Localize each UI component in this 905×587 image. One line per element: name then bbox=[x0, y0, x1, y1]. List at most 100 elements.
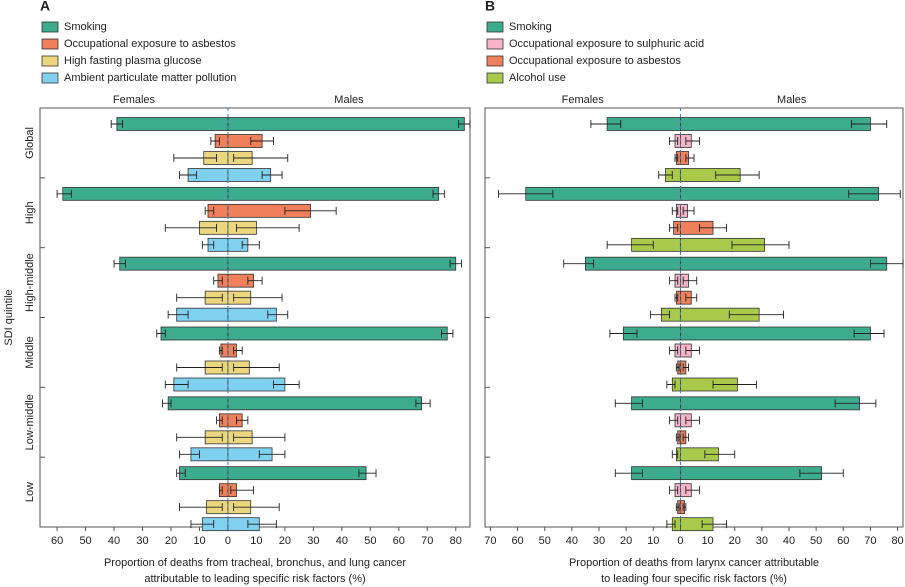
error-bar-male bbox=[848, 189, 901, 198]
error-bar-female bbox=[162, 399, 172, 408]
legend-swatch bbox=[486, 72, 504, 84]
legend-swatch bbox=[486, 21, 504, 33]
error-bar-male bbox=[258, 450, 286, 459]
x-tick-label: 50 bbox=[364, 535, 376, 547]
bar-female bbox=[160, 326, 229, 341]
x-tick-label: 20 bbox=[620, 535, 632, 547]
x-tick-label: 50 bbox=[79, 535, 91, 547]
x-tick-label: 50 bbox=[539, 535, 551, 547]
error-bar-female bbox=[614, 399, 643, 408]
error-bar-female bbox=[606, 240, 654, 249]
x-tick-label: 30 bbox=[756, 535, 768, 547]
error-bar-male bbox=[250, 137, 274, 145]
category-label: High bbox=[24, 201, 36, 224]
category-label: Low bbox=[24, 482, 36, 502]
error-bar-female bbox=[669, 276, 679, 285]
error-bar-female bbox=[669, 137, 679, 145]
bar-male bbox=[227, 117, 465, 131]
error-bar-male bbox=[685, 137, 700, 145]
x-tick-label: 60 bbox=[511, 535, 523, 547]
error-bar-male bbox=[712, 380, 757, 389]
x-tick-label: 60 bbox=[837, 535, 849, 547]
x-tick-label: 20 bbox=[279, 535, 291, 547]
error-bar-female bbox=[190, 520, 215, 529]
x-axis-title: attributable to leading specific risk fa… bbox=[144, 573, 365, 585]
x-tick-label: 10 bbox=[250, 535, 262, 547]
legend-label: Occupational exposure to sulphuric acid bbox=[509, 38, 704, 50]
error-bar-male bbox=[685, 346, 700, 355]
error-bar-female bbox=[614, 469, 643, 478]
error-bar-male bbox=[233, 293, 283, 302]
error-bar-female bbox=[563, 259, 595, 268]
error-bar-male bbox=[261, 171, 283, 179]
error-bar-female bbox=[674, 293, 679, 302]
error-bar-female bbox=[176, 293, 223, 302]
x-axis-title: to leading four specific risk factors (%… bbox=[601, 573, 787, 585]
category-label: Middle bbox=[24, 336, 36, 368]
error-bar-female bbox=[179, 450, 200, 459]
error-bar-male bbox=[230, 486, 255, 495]
error-bar-female bbox=[113, 259, 126, 268]
error-bar-male bbox=[267, 310, 289, 319]
bar-male bbox=[227, 256, 457, 271]
legend-label: Ambient particulate matter pollution bbox=[64, 72, 236, 84]
error-bar-female bbox=[110, 120, 124, 128]
error-bar-male bbox=[869, 259, 904, 268]
error-bar-female bbox=[167, 310, 189, 319]
x-tick-label: 30 bbox=[136, 535, 148, 547]
error-bar-female bbox=[669, 416, 679, 425]
error-bar-female bbox=[164, 223, 218, 232]
legend-label: High fasting plasma glucose bbox=[64, 55, 202, 67]
error-bar-female bbox=[675, 503, 680, 512]
error-bar-female bbox=[156, 329, 166, 338]
error-bar-male bbox=[247, 276, 263, 285]
x-tick-label: 60 bbox=[51, 535, 63, 547]
error-bar-female bbox=[666, 520, 676, 529]
x-tick-label: 80 bbox=[450, 535, 462, 547]
error-bar-male bbox=[273, 380, 300, 389]
error-bar-female bbox=[213, 276, 223, 285]
error-bar-male bbox=[233, 433, 286, 442]
x-tick-label: 30 bbox=[307, 535, 319, 547]
error-bar-female bbox=[210, 137, 220, 145]
error-bar-female bbox=[650, 310, 671, 319]
error-bar-male bbox=[685, 293, 698, 302]
x-tick-label: 10 bbox=[701, 535, 713, 547]
legend-label: Occupational exposure to asbestos bbox=[509, 55, 681, 67]
error-bar-female bbox=[173, 154, 218, 162]
x-tick-label: 20 bbox=[729, 535, 741, 547]
error-bar-female bbox=[669, 223, 679, 232]
x-axis-title: Proportion of deaths from larynx cancer … bbox=[569, 557, 819, 569]
error-bar-male bbox=[834, 399, 877, 408]
x-tick-label: 10 bbox=[647, 535, 659, 547]
error-bar-male bbox=[682, 503, 687, 512]
panel-label: A bbox=[40, 0, 50, 14]
category-label: High-middle bbox=[24, 253, 36, 312]
error-bar-male bbox=[704, 450, 736, 459]
error-bar-male bbox=[233, 346, 243, 355]
error-bar-female bbox=[666, 380, 676, 389]
bar-female bbox=[585, 256, 681, 271]
legend-swatch bbox=[41, 72, 59, 84]
error-bar-male bbox=[698, 223, 728, 232]
error-bar-male bbox=[233, 363, 280, 372]
error-bar-male bbox=[458, 120, 471, 128]
x-tick-label: 70 bbox=[484, 535, 496, 547]
legend-swatch bbox=[41, 38, 59, 50]
bar-male bbox=[227, 326, 448, 341]
x-tick-label: 70 bbox=[421, 535, 433, 547]
error-bar-female bbox=[216, 416, 223, 425]
bar-male bbox=[227, 466, 367, 481]
x-tick-label: 50 bbox=[810, 535, 822, 547]
legend-label: Smoking bbox=[509, 21, 552, 33]
error-bar-female bbox=[669, 486, 679, 495]
error-bar-female bbox=[179, 503, 223, 512]
legend-label: Smoking bbox=[64, 21, 107, 33]
bar-female bbox=[116, 117, 229, 131]
bar-female bbox=[167, 396, 229, 411]
error-bar-male bbox=[441, 329, 454, 338]
legend-swatch bbox=[486, 55, 504, 67]
bar-male bbox=[680, 256, 888, 271]
error-bar-male bbox=[685, 486, 700, 495]
